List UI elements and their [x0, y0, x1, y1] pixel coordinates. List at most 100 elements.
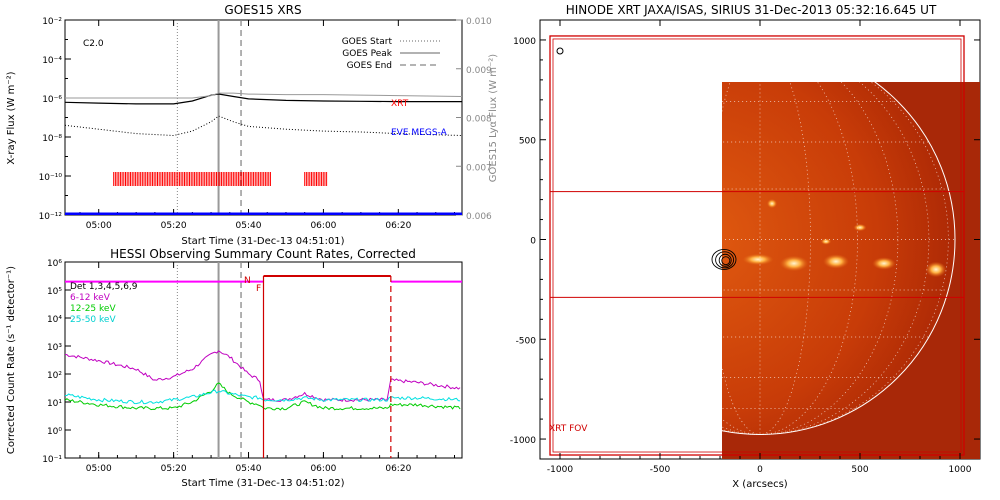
xrt-fov-inner-box [552, 38, 962, 453]
xrt-x-tick-label: -500 [650, 465, 671, 475]
goes-y-axis-right: 0.010 0.009 0.008 0.007 0.006 [456, 17, 492, 222]
hessi-y-axis-label: Corrected Count Rate (s⁻¹ detector⁻¹) [6, 266, 17, 454]
xrt-title: HINODE XRT JAXA/ISAS, SIRIUS 31-Dec-2013… [566, 3, 937, 17]
active-region [742, 253, 774, 266]
goes-x-tick-label: 05:00 [86, 221, 112, 231]
hessi-contour [715, 251, 735, 269]
goes-y-tick-label: 10⁻² [42, 17, 62, 27]
hessi-series-line [65, 382, 461, 411]
xrt-y-tick-label: 0 [530, 237, 536, 247]
goes-y-right-tick-label: 0.007 [466, 163, 492, 173]
heliographic-grid [722, 82, 955, 435]
goes-xrt-coverage [113, 172, 328, 186]
xrt-fov-boxes [549, 35, 965, 456]
hessi-title: HESSI Observing Summary Count Rates, Cor… [110, 247, 416, 261]
hessi-x-tick-label: 06:20 [385, 464, 411, 474]
active-region [766, 198, 778, 209]
goes-y-tick-label: 10⁻¹⁰ [39, 173, 63, 183]
hessi-series-line [65, 350, 461, 403]
goes-y-tick-label: 10⁻⁸ [42, 134, 62, 144]
legend-det-label: Det 1,3,4,5,6,9 [70, 282, 138, 292]
goes-y-right-tick-label: 0.008 [466, 115, 492, 125]
goes-y-tick-label: 10⁻¹² [39, 212, 63, 222]
hessi-series-line [65, 389, 461, 405]
goes-y-tick-label: 10⁻⁴ [42, 56, 62, 66]
xrt-y-axis: 1000 500 0 -500 -1000 [510, 37, 980, 446]
goes-x-tick-label: 06:20 [385, 221, 411, 231]
hessi-y-tick-label: 10⁻¹ [42, 455, 62, 465]
legend-goes-end-label: GOES End [347, 61, 392, 71]
active-region [779, 255, 809, 272]
legend-goes-start-label: GOES Start [342, 37, 393, 47]
goes-xrt-label: XRT [391, 99, 409, 109]
active-region [820, 238, 832, 245]
hessi-contour [718, 253, 732, 267]
hessi-y-tick-label: 10¹ [47, 399, 62, 409]
hessi-x-axis-label: Start Time (31-Dec-13 04:51:02) [181, 478, 344, 489]
longitude-line [759, 82, 949, 435]
xrt-y-tick-label: 1000 [513, 37, 536, 47]
longitude-line [759, 82, 858, 435]
hessi-x-tick-label: 06:00 [310, 464, 336, 474]
xrt-x-tick-label: -1000 [547, 465, 573, 475]
goes-x-tick-label: 05:40 [236, 221, 262, 231]
active-region [823, 254, 849, 269]
hessi-contour [711, 249, 737, 270]
hessi-y-tick-label: 10⁵ [47, 287, 62, 297]
goes-series-line [65, 92, 462, 99]
hessi-panel: HESSI Observing Summary Count Rates, Cor… [6, 247, 463, 489]
hessi-contour [721, 256, 731, 266]
goes-x-tick-label: 06:00 [310, 221, 336, 231]
xrt-fov-label: XRT FOV [549, 424, 588, 434]
goes-series-group [65, 92, 462, 137]
hessi-contours [711, 249, 737, 270]
hessi-legend: Det 1,3,4,5,6,9 6-12 keV 12-25 keV 25-50… [70, 282, 138, 325]
xrt-x-tick-label: 500 [851, 465, 868, 475]
goes-class-label: C2.0 [83, 39, 104, 49]
hessi-y-tick-label: 10³ [47, 343, 62, 353]
legend-25-50-label: 25-50 keV [70, 315, 116, 325]
goes-y-right-tick-label: 0.009 [466, 66, 492, 76]
xrt-y-tick-label: -1000 [510, 436, 536, 446]
hessi-y-tick-label: 10⁰ [47, 427, 62, 437]
goes-x-axis: 05:00 05:20 05:40 06:00 06:20 [79, 20, 456, 231]
goes-y-right-tick-label: 0.010 [466, 17, 492, 27]
goes-y-axis-label: X-ray Flux (W m⁻²) [6, 71, 17, 164]
hessi-x-tick-label: 05:00 [86, 464, 112, 474]
goes-title: GOES15 XRS [224, 3, 301, 17]
goes-eve-label: EVE MEGS-A [391, 128, 448, 138]
active-region [853, 223, 867, 232]
hessi-night-interval [262, 275, 392, 458]
goes-y-axis-left: 10⁻² 10⁻⁴ 10⁻⁶ 10⁻⁸ 10⁻¹⁰ 10⁻¹² [39, 17, 71, 222]
active-regions [742, 198, 947, 278]
xrt-solar-image [722, 82, 980, 459]
hessi-x-tick-label: 05:20 [161, 464, 187, 474]
goes-legend: GOES Start GOES Peak GOES End [342, 37, 440, 71]
xrt-x-tick-label: 0 [757, 465, 763, 475]
goes-series-line [65, 115, 462, 137]
active-region [925, 261, 947, 278]
hessi-y-tick-label: 10² [47, 371, 62, 381]
hessi-n-label: N [244, 276, 251, 286]
hessi-x-axis: 05:00 05:20 05:40 06:00 06:20 [79, 262, 456, 474]
xrt-x-axis: -1000 -500 0 500 1000 [547, 20, 972, 475]
xrt-x-axis-label: X (arcsecs) [732, 479, 788, 490]
xrt-panel: HINODE XRT JAXA/ISAS, SIRIUS 31-Dec-2013… [510, 3, 981, 490]
xrt-slit-box [549, 191, 965, 298]
goes-panel: GOES15 XRS 10⁻² 10⁻⁴ 10⁻⁶ 10⁻⁸ 10⁻¹⁰ 10⁻¹² 0.… [6, 3, 499, 247]
hessi-series-group [65, 280, 462, 411]
legend-12-25-label: 12-25 keV [70, 304, 116, 314]
hessi-f-label: F [256, 284, 261, 294]
goes-x-axis-label: Start Time (31-Dec-13 04:51:01) [181, 236, 344, 247]
hessi-x-tick-label: 05:40 [236, 464, 262, 474]
active-region [872, 257, 896, 270]
hessi-y-axis: 10⁶ 10⁵ 10⁴ 10³ 10² 10¹ 10⁰ 10⁻¹ [42, 259, 71, 465]
hessi-y-tick-label: 10⁴ [47, 315, 62, 325]
xrt-y-tick-label: -500 [516, 336, 537, 346]
goes-y-tick-label: 10⁻⁶ [42, 95, 62, 105]
legend-6-12-label: 6-12 keV [70, 293, 111, 303]
hessi-event-markers [176, 262, 242, 458]
hessi-y-tick-label: 10⁶ [47, 259, 62, 269]
xrt-x-tick-label: 1000 [949, 465, 972, 475]
